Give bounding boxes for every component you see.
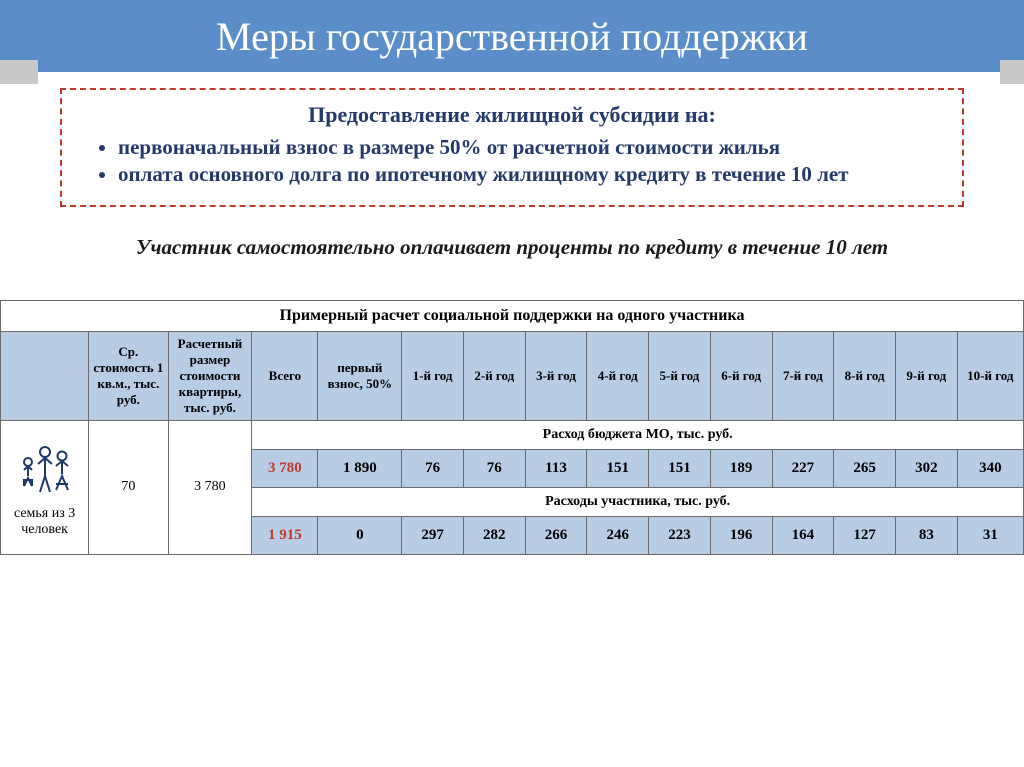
col-y4: 4-й год [587,331,649,420]
budget-y8: 265 [834,449,896,487]
subsidy-bullet: первоначальный взнос в размере 50% от ра… [118,134,942,161]
participant-y1: 297 [402,516,464,554]
col-y5: 5-й год [649,331,711,420]
budget-y10: 340 [957,449,1023,487]
participant-y3: 266 [525,516,587,554]
participant-y10: 31 [957,516,1023,554]
decoration-left [0,60,38,84]
subsidy-box: Предоставление жилищной субсидии на: пер… [60,88,964,207]
col-y1: 1-й год [402,331,464,420]
participant-total: 1 915 [252,516,318,554]
budget-y3: 113 [525,449,587,487]
col-y3: 3-й год [525,331,587,420]
calc-table-wrap: Примерный расчет социальной поддержки на… [0,300,1024,555]
budget-y1: 76 [402,449,464,487]
price-sqm-value: 70 [89,420,168,554]
participant-y8: 127 [834,516,896,554]
col-y7: 7-й год [772,331,834,420]
col-price-sqm: Ср. стоимость 1 кв.м., тыс. руб. [89,331,168,420]
budget-total: 3 780 [252,449,318,487]
participant-note: Участник самостоятельно оплачивает проце… [30,235,994,260]
col-y10: 10-й год [957,331,1023,420]
budget-first: 1 890 [318,449,402,487]
flat-cost-value: 3 780 [168,420,252,554]
budget-y9: 302 [895,449,957,487]
col-total: Всего [252,331,318,420]
family-label: семья из 3 человек [3,506,86,538]
participant-y7: 164 [772,516,834,554]
table-title: Примерный расчет социальной поддержки на… [1,300,1024,331]
participant-y5: 223 [649,516,711,554]
col-y8: 8-й год [834,331,896,420]
budget-y7: 227 [772,449,834,487]
family-cell: семья из 3 человек [1,420,89,554]
budget-y2: 76 [463,449,525,487]
budget-y5: 151 [649,449,711,487]
budget-subheader: Расход бюджета МО, тыс. руб. [252,420,1024,449]
subsidy-bullet: оплата основного долга по ипотечному жил… [118,161,942,188]
participant-y9: 83 [895,516,957,554]
budget-y6: 189 [710,449,772,487]
col-y2: 2-й год [463,331,525,420]
family-icon [3,442,86,502]
col-icon [1,331,89,420]
subsidy-heading: Предоставление жилищной субсидии на: [82,102,942,128]
page-title: Меры государственной поддержки [216,13,808,60]
participant-y2: 282 [463,516,525,554]
participant-y4: 246 [587,516,649,554]
participant-first: 0 [318,516,402,554]
col-y9: 9-й год [895,331,957,420]
title-bar: Меры государственной поддержки [0,0,1024,72]
col-flat-cost: Расчетный размер стоимости квартиры, тыс… [168,331,252,420]
col-y6: 6-й год [710,331,772,420]
budget-y4: 151 [587,449,649,487]
decoration-right [1000,60,1024,84]
subsidy-list: первоначальный взнос в размере 50% от ра… [82,134,942,189]
participant-subheader: Расходы участника, тыс. руб. [252,487,1024,516]
col-first: первый взнос, 50% [318,331,402,420]
participant-y6: 196 [710,516,772,554]
calc-table: Примерный расчет социальной поддержки на… [0,300,1024,555]
